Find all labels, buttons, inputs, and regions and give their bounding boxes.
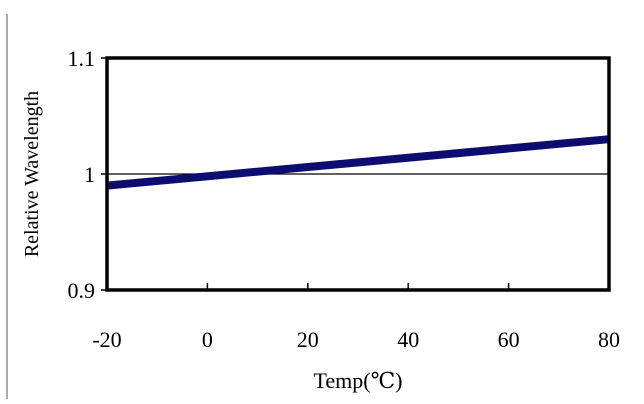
y-axis-label: Relative Wavelength (21, 91, 43, 257)
y-tick-label: 1.1 (68, 46, 96, 71)
x-tick-label: 80 (598, 327, 620, 352)
x-tick-label: 40 (397, 327, 419, 352)
x-tick-label: 60 (498, 327, 520, 352)
y-tick-label: 1 (84, 162, 95, 187)
x-axis-label: Temp(℃) (313, 368, 402, 393)
y-tick-label: 0.9 (68, 278, 96, 303)
series-line-0 (106, 135, 610, 190)
x-tick-label: 20 (297, 327, 319, 352)
x-tick-label: 0 (202, 327, 213, 352)
x-tick-label: -20 (92, 327, 121, 352)
